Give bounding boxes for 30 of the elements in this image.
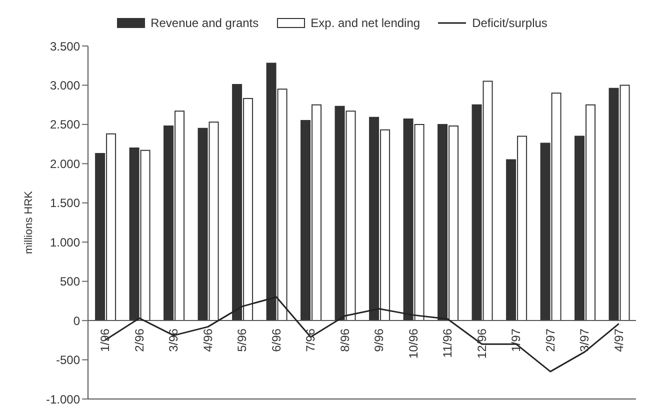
x-tick-label: 2/97 [543,328,558,352]
x-tick-label: 1/97 [509,328,524,352]
x-tick-label: 10/96 [406,328,420,359]
y-tick-label: 2.000 [50,156,80,171]
x-tick-label: 4/97 [612,328,626,352]
x-tick-label: 11/96 [440,328,455,358]
x-tick-label: 9/96 [372,328,386,352]
x-tick-label: 8/96 [338,328,352,352]
legend-label: Deficit/surplus [472,16,548,30]
legend-label: Exp. and net lending [310,16,420,30]
x-tick-label: 5/96 [235,328,250,352]
x-tick-label: 3/96 [166,328,181,352]
y-tick-label: 0 [73,314,80,328]
y-tick-label: 1.000 [50,235,80,250]
x-tick-label: 2/96 [132,328,146,352]
y-tick-label: 1.500 [50,196,80,210]
x-tick-label: 7/96 [304,328,318,352]
y-tick-label: 2.500 [50,118,80,132]
x-tick-label: 3/97 [578,328,592,352]
x-tick-label: 6/96 [269,328,284,352]
y-tick-label: -1.000 [46,392,80,406]
legend-label: Revenue and grants [150,16,259,30]
y-tick-label: -500 [56,353,80,368]
y-tick-label: 500 [60,274,80,289]
x-tick-label: 1/96 [98,328,112,352]
y-tick-label: 3.000 [50,78,80,92]
y-axis-title: millions HRK [22,190,35,254]
x-tick-label: 12/96 [474,328,489,359]
y-tick-label: 3.500 [50,39,80,54]
x-tick-label: 4/96 [200,328,215,352]
